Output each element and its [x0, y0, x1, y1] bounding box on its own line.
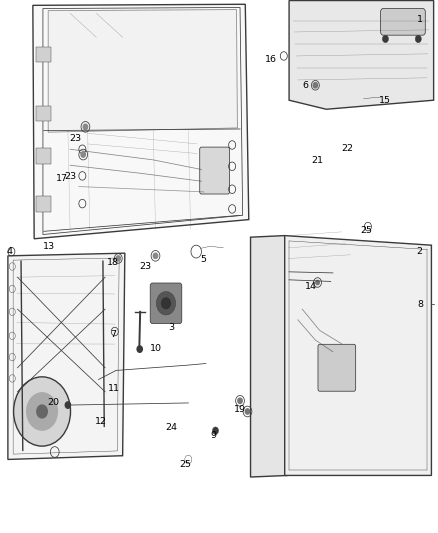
Circle shape: [153, 253, 158, 259]
Text: 8: 8: [417, 301, 424, 309]
Text: 19: 19: [234, 405, 246, 414]
Circle shape: [313, 83, 318, 88]
FancyBboxPatch shape: [36, 106, 51, 121]
Text: 12: 12: [95, 417, 107, 425]
FancyBboxPatch shape: [36, 196, 51, 212]
FancyBboxPatch shape: [381, 9, 425, 35]
Text: 15: 15: [378, 96, 391, 104]
Polygon shape: [251, 236, 288, 477]
Circle shape: [116, 256, 120, 261]
Text: 14: 14: [305, 282, 317, 291]
Polygon shape: [33, 4, 249, 239]
Text: 23: 23: [70, 134, 82, 143]
Text: 22: 22: [341, 144, 353, 152]
FancyBboxPatch shape: [150, 283, 182, 324]
Text: 9: 9: [211, 432, 217, 440]
Text: 25: 25: [360, 226, 372, 235]
Circle shape: [245, 409, 250, 414]
Circle shape: [316, 280, 319, 285]
Text: 10: 10: [150, 344, 162, 352]
Text: 18: 18: [107, 258, 119, 266]
Text: 24: 24: [166, 423, 178, 432]
Circle shape: [14, 377, 71, 446]
Polygon shape: [48, 10, 237, 132]
Text: 16: 16: [265, 55, 277, 64]
Text: 1: 1: [417, 15, 423, 24]
Polygon shape: [285, 236, 431, 475]
Polygon shape: [8, 253, 125, 459]
Text: 2: 2: [417, 247, 423, 256]
Circle shape: [156, 292, 176, 315]
FancyBboxPatch shape: [200, 147, 230, 194]
Text: 4: 4: [7, 247, 13, 256]
Circle shape: [83, 124, 88, 130]
Circle shape: [137, 346, 142, 352]
Text: 25: 25: [179, 461, 191, 469]
Circle shape: [65, 402, 71, 408]
Text: 11: 11: [108, 384, 120, 392]
Text: 13: 13: [43, 242, 55, 251]
Circle shape: [162, 298, 170, 309]
FancyBboxPatch shape: [36, 148, 51, 164]
Circle shape: [37, 405, 47, 418]
Text: 23: 23: [64, 173, 76, 181]
Text: 6: 6: [303, 81, 309, 90]
Text: 17: 17: [56, 174, 68, 183]
Circle shape: [212, 427, 219, 434]
Circle shape: [415, 35, 421, 43]
Circle shape: [81, 152, 85, 157]
Text: 5: 5: [201, 255, 207, 264]
Text: 20: 20: [47, 398, 60, 407]
Circle shape: [238, 398, 242, 403]
FancyBboxPatch shape: [318, 344, 356, 391]
FancyBboxPatch shape: [36, 47, 51, 62]
Text: 21: 21: [311, 157, 324, 165]
Circle shape: [27, 393, 57, 430]
Text: 7: 7: [110, 330, 116, 339]
Polygon shape: [289, 1, 434, 109]
Text: 23: 23: [139, 262, 152, 271]
Text: 3: 3: [168, 324, 174, 332]
Circle shape: [382, 35, 389, 43]
